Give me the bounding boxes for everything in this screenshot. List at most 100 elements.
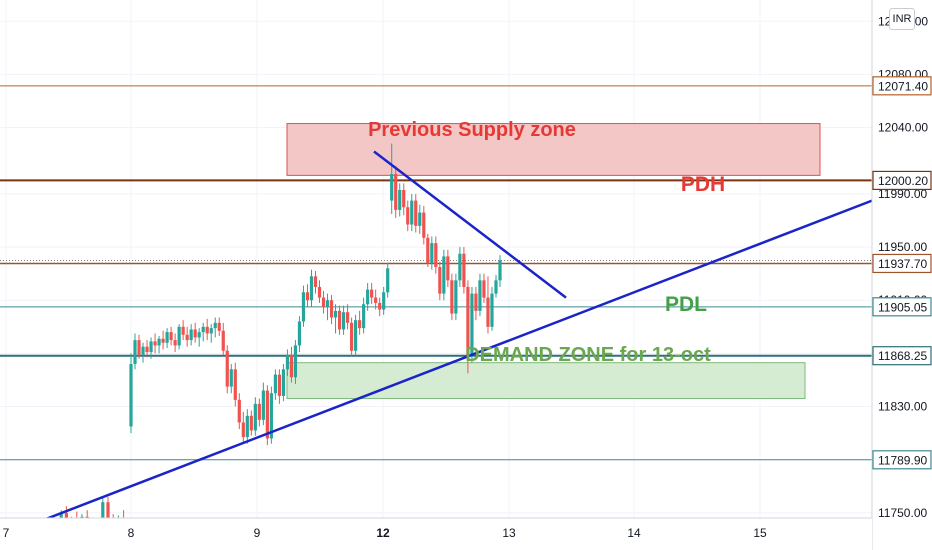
candle-body bbox=[149, 341, 153, 353]
candle-body bbox=[349, 322, 354, 351]
candle-body bbox=[297, 321, 302, 346]
candle-body bbox=[382, 292, 386, 310]
candle-body bbox=[165, 332, 169, 343]
candle-body bbox=[185, 334, 189, 341]
candle-body bbox=[201, 326, 205, 333]
candle-body bbox=[426, 237, 430, 264]
price-level-tag bbox=[872, 76, 932, 96]
candle-body bbox=[157, 338, 161, 346]
candle-body bbox=[293, 345, 298, 378]
time-tick-label: 13 bbox=[502, 526, 516, 540]
candle-body bbox=[273, 374, 277, 394]
price-level-tag bbox=[872, 253, 932, 274]
candle-body bbox=[289, 354, 294, 378]
candle-body bbox=[173, 340, 177, 346]
candle-body bbox=[398, 189, 402, 210]
time-tick-label: 8 bbox=[128, 526, 135, 540]
candle-body bbox=[358, 320, 362, 329]
candle-body bbox=[225, 350, 229, 387]
candle-body bbox=[414, 200, 418, 226]
price-level-tag bbox=[872, 346, 932, 366]
candle-body bbox=[137, 340, 141, 355]
candle-body bbox=[265, 390, 269, 439]
candle-body bbox=[482, 280, 486, 298]
candle-body bbox=[133, 340, 137, 365]
price-axis[interactable]: 11750.0011790.0011830.0011870.0011910.00… bbox=[871, 0, 932, 550]
candle-body bbox=[106, 502, 110, 523]
candle-body bbox=[366, 289, 370, 305]
candle-body bbox=[370, 289, 374, 298]
candle-body bbox=[470, 293, 474, 357]
candle-body bbox=[301, 292, 306, 322]
candle-body bbox=[177, 326, 181, 346]
candle-body bbox=[101, 502, 105, 527]
candle-body bbox=[430, 243, 434, 264]
candle-body bbox=[402, 189, 406, 208]
demand-zone bbox=[286, 362, 806, 400]
time-tick-label: 12 bbox=[376, 526, 390, 540]
candle-body bbox=[313, 276, 318, 287]
candle-body bbox=[181, 326, 185, 335]
candle-body bbox=[269, 393, 273, 439]
candle-body bbox=[281, 369, 286, 396]
candle-body bbox=[213, 322, 217, 329]
time-axis[interactable]: 7 8 9 12 13 14 15 bbox=[0, 517, 872, 550]
candle-body bbox=[145, 346, 149, 353]
candle-body bbox=[205, 326, 209, 334]
candle-body bbox=[261, 390, 265, 420]
falling-trendline bbox=[373, 150, 567, 299]
candle-body bbox=[253, 403, 257, 431]
candle-body bbox=[442, 256, 446, 294]
candle-body bbox=[394, 174, 398, 210]
candle-body bbox=[474, 293, 478, 311]
time-tick-label: 14 bbox=[627, 526, 641, 540]
pdh-label: PDH bbox=[681, 173, 725, 196]
candle-body bbox=[257, 403, 261, 420]
time-axis-background bbox=[0, 518, 872, 550]
chart-zones bbox=[286, 123, 821, 400]
price-level-tag-label: 11905.05 bbox=[878, 300, 927, 314]
candle-body bbox=[374, 297, 378, 303]
candle-body bbox=[169, 332, 173, 341]
price-level-tag bbox=[872, 297, 932, 317]
candle-body bbox=[446, 256, 450, 281]
candle-body bbox=[422, 212, 426, 238]
pdl-label: PDL bbox=[665, 293, 707, 316]
candle-body bbox=[354, 320, 358, 351]
candle-body bbox=[454, 280, 458, 314]
candle-body bbox=[317, 286, 322, 298]
candle-body bbox=[129, 364, 133, 427]
candle-body bbox=[458, 253, 462, 281]
trendlines bbox=[0, 150, 873, 538]
candle-body bbox=[245, 415, 249, 438]
candle-body bbox=[494, 280, 498, 294]
price-tick-label: 11950.00 bbox=[878, 240, 927, 254]
time-tick-label: 9 bbox=[254, 526, 261, 540]
currency-button[interactable]: INR bbox=[889, 8, 915, 30]
price-tick-label: 11990.00 bbox=[878, 187, 927, 201]
price-level-tag bbox=[872, 170, 932, 191]
candle-body bbox=[386, 268, 390, 293]
candle-body bbox=[410, 200, 414, 225]
candlestick-series bbox=[2, 143, 502, 550]
candle-body bbox=[362, 304, 366, 329]
candle-body bbox=[498, 260, 502, 281]
candle-body bbox=[209, 328, 213, 334]
candle-body bbox=[478, 280, 482, 311]
candle-body bbox=[189, 329, 193, 341]
candle-body bbox=[406, 207, 410, 225]
candle-body bbox=[241, 422, 245, 438]
candle-body bbox=[337, 310, 342, 330]
chart-annotations: Previous Supply zone DEMAND ZONE for 13-o… bbox=[368, 119, 725, 366]
candle-body bbox=[305, 292, 310, 301]
candle-body bbox=[197, 332, 201, 338]
candle-body bbox=[237, 399, 241, 423]
price-level-tag-label: 11937.70 bbox=[878, 257, 927, 271]
candle-body bbox=[325, 300, 330, 307]
candle-body bbox=[321, 297, 326, 307]
demand-zone-label: DEMAND ZONE for 13-oct bbox=[465, 344, 711, 366]
price-level-lines bbox=[0, 85, 872, 461]
candle-body bbox=[153, 341, 157, 346]
candle-body bbox=[438, 267, 442, 294]
